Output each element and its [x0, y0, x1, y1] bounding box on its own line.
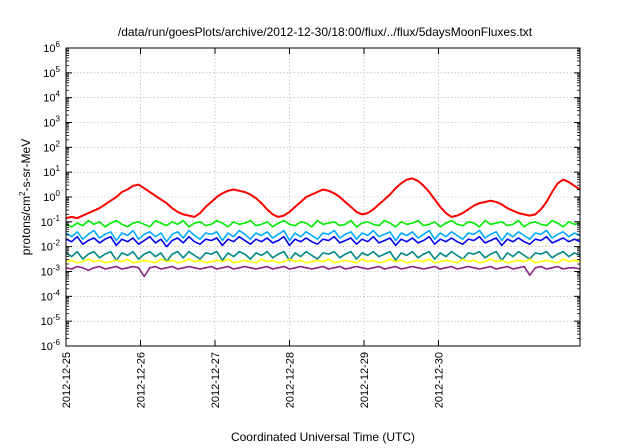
x-tick-label: 2012-12-30	[433, 352, 445, 408]
y-tick-base: 10	[43, 43, 55, 55]
y-tick-label: 101	[43, 164, 60, 179]
y-axis-label: protons/cm2-s-sr-MeV	[18, 139, 33, 255]
y-tick-label: 10-2	[41, 239, 61, 254]
y-tick-label: 10-1	[41, 214, 61, 229]
y-tick-exponent: 0	[56, 189, 61, 198]
y-tick-exponent: 2	[56, 139, 61, 148]
x-tick-label: 2012-12-25	[61, 352, 73, 408]
series-line-2	[65, 219, 581, 228]
y-axis: 10-610-510-410-310-210-11001011021031041…	[41, 40, 580, 353]
series-line-3	[65, 229, 581, 243]
series-line-6	[65, 258, 581, 264]
x-tick-label: 2012-12-29	[359, 352, 371, 408]
y-tick-exponent: 3	[56, 115, 61, 124]
x-axis-label: Coordinated Universal Time (UTC)	[231, 430, 415, 444]
series-line-1	[65, 177, 581, 220]
x-tick-label: 2012-12-26	[135, 352, 147, 408]
y-tick-label: 105	[43, 65, 60, 80]
series-group	[65, 177, 581, 278]
y-tick-label: 103	[43, 115, 60, 130]
y-tick-base: 10	[41, 291, 53, 303]
x-tick-label: 2012-12-28	[284, 352, 296, 408]
y-tick-base: 10	[43, 118, 55, 130]
y-tick-label: 10-6	[41, 338, 61, 353]
gridlines	[66, 48, 580, 346]
y-tick-base: 10	[43, 142, 55, 154]
y-tick-exponent: -4	[53, 288, 61, 297]
y-tick-label: 100	[43, 189, 60, 204]
y-tick-base: 10	[41, 267, 53, 279]
series-line-5	[65, 250, 581, 263]
y-tick-label: 10-5	[41, 313, 61, 328]
y-tick-exponent: -5	[53, 313, 61, 322]
y-tick-base: 10	[43, 167, 55, 179]
y-tick-exponent: -2	[53, 239, 61, 248]
y-tick-base: 10	[41, 242, 53, 254]
chart-title: /data/run/goesPlots/archive/2012-12-30/1…	[118, 25, 533, 39]
y-tick-base: 10	[43, 192, 55, 204]
y-axis-label-sup: 2	[18, 191, 27, 196]
y-tick-exponent: 4	[56, 90, 61, 99]
y-tick-exponent: -1	[53, 214, 61, 223]
series-line-7	[65, 265, 581, 278]
y-tick-base: 10	[43, 93, 55, 105]
y-tick-base: 10	[41, 316, 53, 328]
series-line-4	[65, 235, 581, 248]
y-tick-base: 10	[41, 217, 53, 229]
y-tick-exponent: -6	[53, 338, 61, 347]
y-tick-label: 104	[43, 90, 60, 105]
y-axis-label-main: protons/cm	[19, 196, 33, 255]
y-axis-label-tail: -s-sr-MeV	[19, 139, 33, 192]
y-tick-base: 10	[43, 68, 55, 80]
y-tick-exponent: -3	[53, 264, 61, 273]
y-tick-label: 10-3	[41, 264, 61, 279]
y-tick-label: 10-4	[41, 288, 61, 303]
x-tick-label: 2012-12-27	[210, 352, 222, 408]
y-tick-exponent: 6	[56, 40, 61, 49]
y-tick-exponent: 5	[56, 65, 61, 74]
y-tick-base: 10	[41, 341, 53, 353]
y-tick-exponent: 1	[56, 164, 61, 173]
y-tick-label: 102	[43, 139, 60, 154]
x-axis: 2012-12-25 2012-12-26 2012-12-27 2012-12-28…	[61, 48, 445, 408]
y-tick-label: 106	[43, 40, 60, 55]
